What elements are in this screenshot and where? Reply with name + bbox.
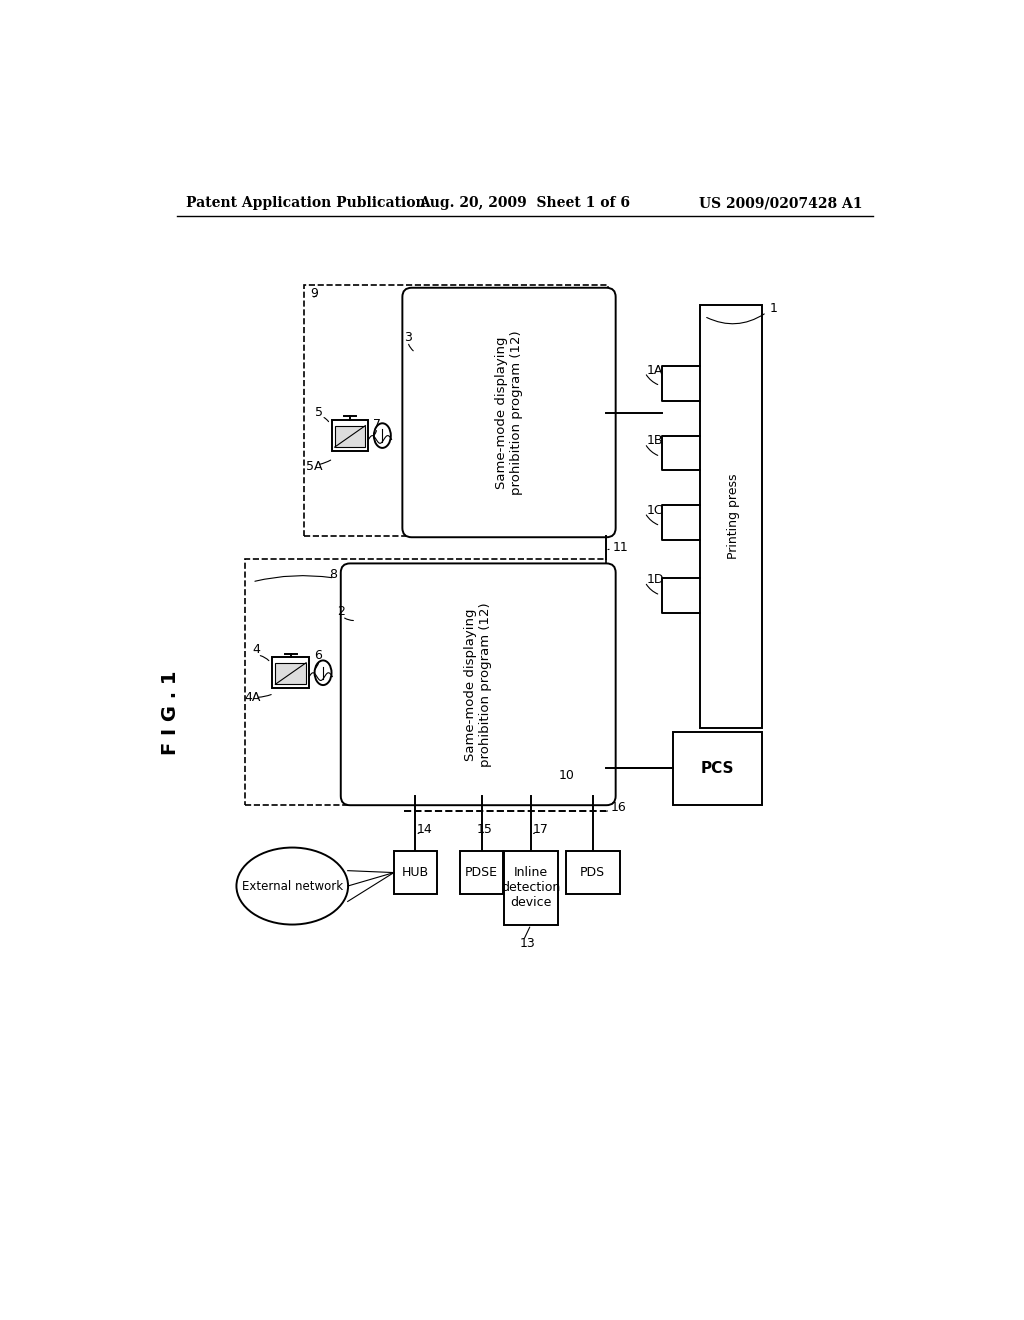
Text: 5A: 5A (306, 459, 323, 473)
Text: Patent Application Publication: Patent Application Publication (186, 197, 426, 210)
Bar (504, 851, 558, 924)
Text: 14: 14 (417, 824, 433, 837)
Text: 11: 11 (612, 541, 629, 554)
Text: External network: External network (242, 879, 343, 892)
Bar (565, 851, 620, 894)
Text: 1B: 1B (646, 434, 663, 447)
Bar (272, 657, 309, 688)
Text: 10: 10 (559, 770, 574, 783)
Text: US 2009/0207428 A1: US 2009/0207428 A1 (698, 197, 862, 210)
Bar (332, 420, 369, 451)
Bar (700, 305, 762, 729)
Text: 1: 1 (770, 302, 777, 315)
Bar (335, 425, 366, 447)
Text: 17: 17 (532, 824, 549, 837)
Text: Same-mode displaying
prohibition program (12): Same-mode displaying prohibition program… (495, 330, 523, 495)
FancyBboxPatch shape (341, 564, 615, 805)
Text: PDSE: PDSE (465, 866, 499, 879)
Text: Inline
detection
device: Inline detection device (502, 866, 560, 909)
FancyBboxPatch shape (402, 288, 615, 537)
Text: 7: 7 (373, 417, 381, 430)
Text: 9: 9 (310, 286, 318, 300)
Text: 8: 8 (330, 568, 337, 581)
Text: Same-mode displaying
prohibition program (12): Same-mode displaying prohibition program… (464, 602, 493, 767)
Text: 1C: 1C (646, 504, 664, 517)
Bar (275, 663, 306, 684)
Text: F I G . 1: F I G . 1 (161, 671, 180, 755)
Text: 2: 2 (337, 605, 345, 618)
Bar (394, 851, 437, 894)
Text: 16: 16 (611, 801, 627, 814)
Bar (673, 733, 762, 805)
Text: Printing press: Printing press (727, 474, 740, 560)
Text: 1D: 1D (646, 573, 664, 586)
Text: 1A: 1A (646, 363, 663, 376)
Ellipse shape (237, 847, 348, 924)
Text: 5: 5 (315, 407, 324, 418)
Text: 13: 13 (519, 937, 536, 950)
Bar (460, 851, 503, 894)
Ellipse shape (374, 424, 391, 447)
Text: 3: 3 (403, 330, 412, 343)
Text: PDS: PDS (580, 866, 605, 879)
Text: 6: 6 (313, 648, 322, 661)
Text: HUB: HUB (401, 866, 429, 879)
Text: 4A: 4A (245, 690, 261, 704)
Ellipse shape (314, 660, 332, 685)
Text: Aug. 20, 2009  Sheet 1 of 6: Aug. 20, 2009 Sheet 1 of 6 (419, 197, 631, 210)
Bar (304, 285, 608, 536)
Text: 4: 4 (252, 643, 260, 656)
Text: PCS: PCS (700, 762, 734, 776)
Bar (245, 558, 606, 805)
Text: 15: 15 (477, 824, 493, 837)
